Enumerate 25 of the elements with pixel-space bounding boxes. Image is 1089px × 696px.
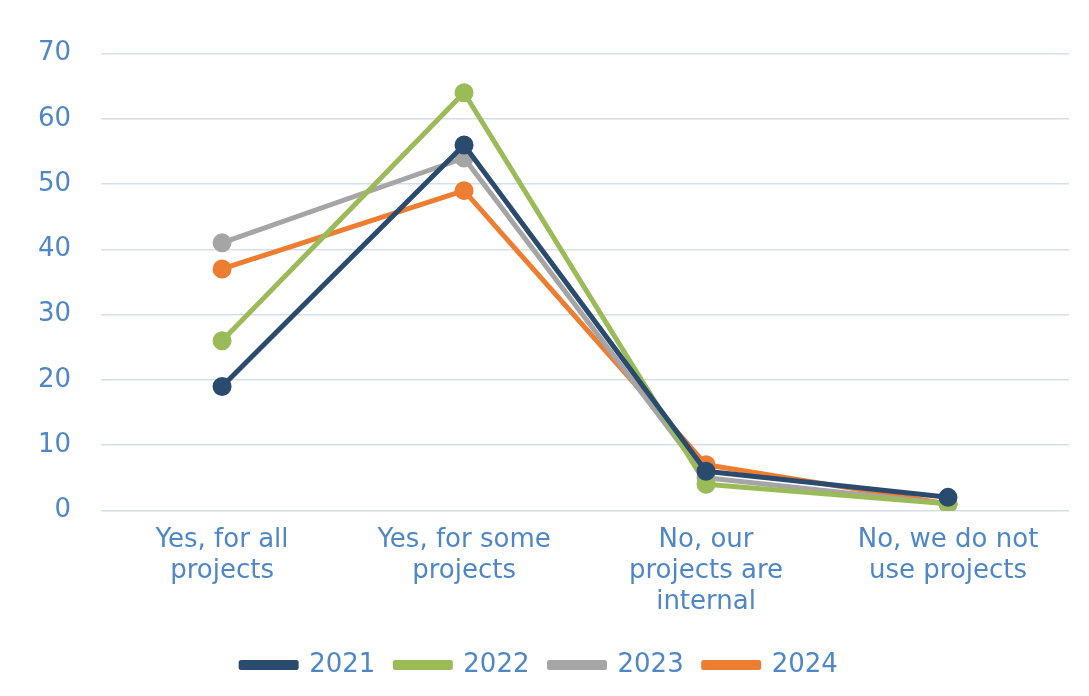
y-tick-label: 20 <box>37 362 72 393</box>
y-tick-label: 40 <box>37 232 72 263</box>
x-tick-label: No, our projects are internal <box>628 522 784 616</box>
point <box>212 376 232 396</box>
legend-label: 2022 <box>463 647 530 678</box>
y-tick-label: 50 <box>37 166 72 197</box>
y-tick-label: 10 <box>37 427 72 458</box>
point <box>454 83 474 103</box>
legend-label: 2024 <box>771 647 838 678</box>
point <box>212 331 232 351</box>
x-tick-label: Yes, for all projects <box>154 522 289 584</box>
y-tick-label: 30 <box>37 297 72 328</box>
x-tick-label: No, we do not use projects <box>857 522 1039 584</box>
point <box>212 233 232 253</box>
legend-label: 2023 <box>617 647 684 678</box>
legend-label: 2021 <box>309 647 376 678</box>
point <box>938 487 958 507</box>
y-tick-label: 0 <box>54 493 72 524</box>
point <box>212 259 232 279</box>
point <box>454 135 474 155</box>
x-tick-label: Yes, for some projects <box>376 522 551 584</box>
y-tick-label: 60 <box>37 101 72 132</box>
point <box>454 181 474 201</box>
point <box>696 461 716 481</box>
y-tick-label: 70 <box>37 36 72 67</box>
